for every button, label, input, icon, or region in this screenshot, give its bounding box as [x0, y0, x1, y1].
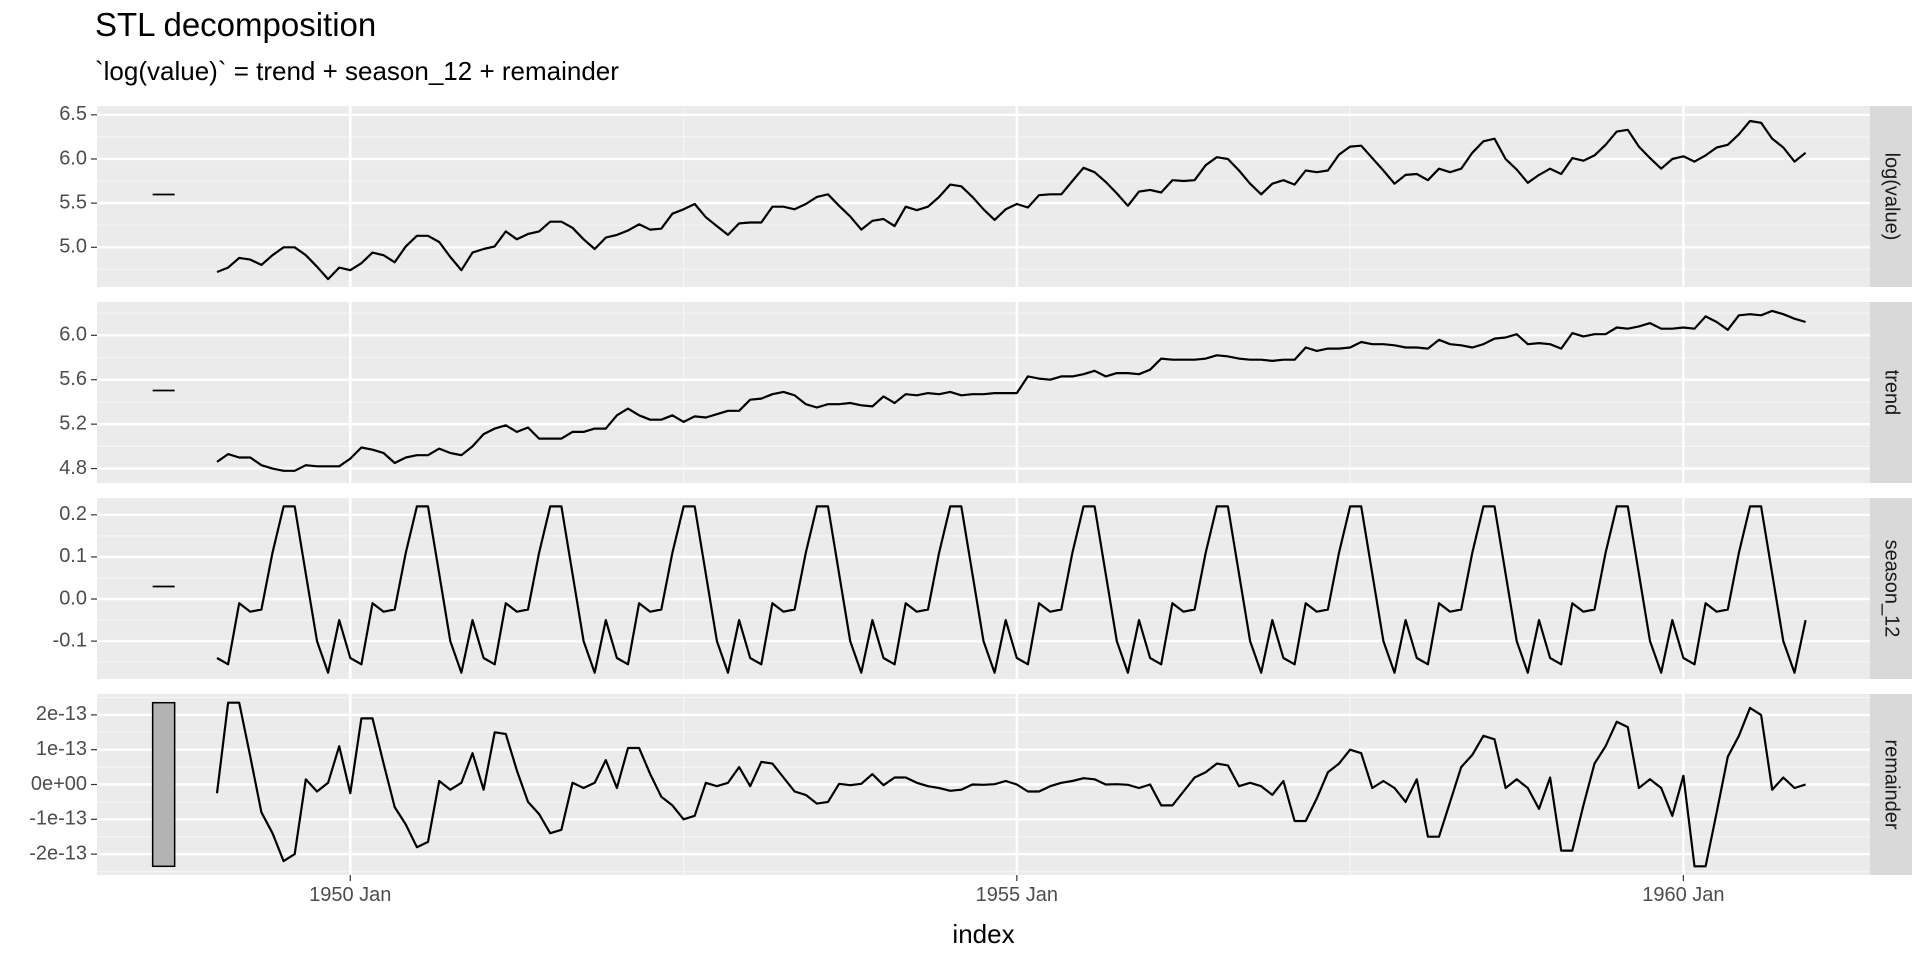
- y-tick-label: 6.0: [59, 324, 87, 346]
- y-tick-label: -2e-13: [29, 842, 87, 864]
- chart-subtitle: `log(value)` = trend + season_12 + remai…: [95, 56, 619, 86]
- series-line: [216, 309, 1806, 472]
- facet-strip-label: remainder: [1881, 739, 1903, 829]
- y-tick-label: 6.0: [59, 147, 87, 169]
- series-line: [216, 505, 1807, 674]
- x-axis-title: index: [952, 919, 1014, 949]
- facet-strip-label: log(value): [1881, 153, 1903, 241]
- panel-background: [97, 498, 1870, 679]
- y-tick-label: 6.5: [59, 103, 87, 125]
- range-bar: [151, 701, 176, 868]
- y-tick-label: 5.6: [59, 368, 87, 390]
- y-tick-label: 2e-13: [36, 703, 87, 725]
- panel-log-value-: log(value) 5.0 5.5 6.0 6.5: [59, 103, 1912, 287]
- y-tick-label: -1e-13: [29, 808, 87, 830]
- facet-strip: [1870, 302, 1912, 483]
- panel-trend: trend 4.8 5.2 5.6 6.0: [59, 302, 1912, 483]
- y-tick-label: 5.0: [59, 236, 87, 258]
- y-tick-label: 5.5: [59, 191, 87, 213]
- y-tick-label: 0e+00: [31, 773, 87, 795]
- facet-strip-label: season_12: [1881, 540, 1903, 638]
- y-tick-label: 1e-13: [36, 738, 87, 760]
- y-tick-label: 5.2: [59, 412, 87, 434]
- facet-strip-label: trend: [1881, 370, 1903, 416]
- panel-background: [97, 302, 1870, 483]
- panel-season-12: season_12 -0.1 0.0 0.1 0.2: [53, 498, 1912, 679]
- y-tick-label: 0.2: [59, 503, 87, 525]
- panel-background: [97, 106, 1870, 287]
- y-tick-label: 4.8: [59, 457, 87, 479]
- series-line: [216, 119, 1807, 281]
- panel-remainder: remainder -2e-13 -1e-13 0e+00 1e-13 2e-13: [29, 694, 1912, 875]
- y-tick-label: -0.1: [53, 629, 87, 651]
- y-tick-label: 0.0: [59, 587, 87, 609]
- facet-strip: [1870, 694, 1912, 875]
- x-tick-label: 1960 Jan: [1642, 884, 1724, 906]
- x-tick-label: 1955 Jan: [976, 884, 1058, 906]
- chart-title: STL decomposition: [95, 6, 377, 43]
- y-tick-label: 0.1: [59, 545, 87, 567]
- series-line: [215, 701, 1806, 868]
- x-tick-label: 1950 Jan: [309, 884, 391, 906]
- facet-strip: [1870, 498, 1912, 679]
- facet-strip: [1870, 106, 1912, 287]
